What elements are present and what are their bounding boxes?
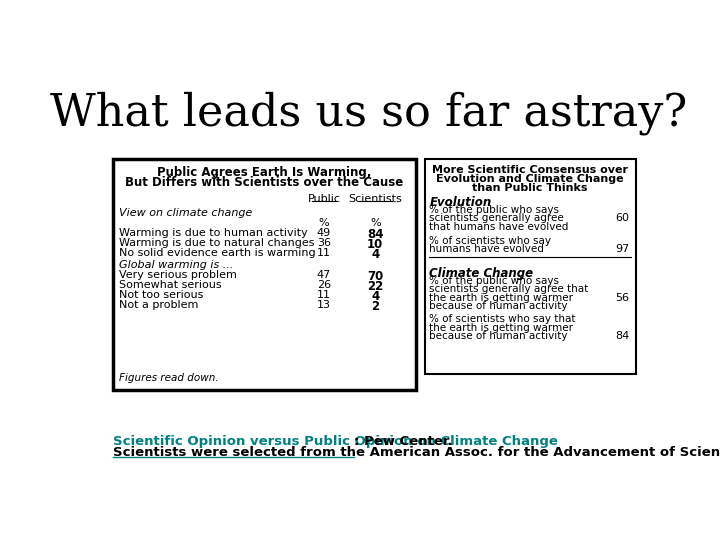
Text: Figures read down.: Figures read down. (120, 373, 219, 383)
Text: 70: 70 (367, 271, 383, 284)
Text: % of scientists who say that: % of scientists who say that (429, 314, 576, 325)
Text: humans have evolved: humans have evolved (429, 244, 544, 254)
Text: %: % (370, 218, 380, 228)
Text: Not a problem: Not a problem (120, 300, 199, 310)
Text: scientists generally agree: scientists generally agree (429, 213, 564, 224)
Text: Public: Public (307, 194, 341, 204)
Text: 97: 97 (615, 244, 629, 254)
Text: 22: 22 (367, 280, 383, 293)
Text: Warming is due to natural changes: Warming is due to natural changes (120, 238, 315, 248)
Text: 10: 10 (367, 238, 383, 251)
Text: More Scientific Consensus over: More Scientific Consensus over (432, 165, 628, 175)
Text: Very serious problem: Very serious problem (120, 271, 238, 280)
Text: % of the public who says: % of the public who says (429, 205, 559, 215)
Text: Scientific Opinion versus Public Opinion on Climate Change: Scientific Opinion versus Public Opinion… (113, 435, 558, 448)
Text: than Public Thinks: than Public Thinks (472, 184, 588, 193)
Text: View on climate change: View on climate change (120, 208, 253, 218)
Text: scientists generally agree that: scientists generally agree that (429, 284, 589, 294)
Text: What leads us so far astray?: What leads us so far astray? (50, 92, 688, 136)
Text: 11: 11 (317, 248, 331, 258)
Text: Public Agrees Earth Is Warming,: Public Agrees Earth Is Warming, (157, 166, 372, 179)
Text: Global warming is ...: Global warming is ... (120, 260, 234, 271)
Text: because of human activity: because of human activity (429, 301, 568, 311)
Text: the earth is getting warmer: the earth is getting warmer (429, 323, 573, 333)
Text: Not too serious: Not too serious (120, 291, 204, 300)
Text: Climate Change: Climate Change (429, 267, 534, 280)
Text: the earth is getting warmer: the earth is getting warmer (429, 293, 573, 303)
Text: % of scientists who say: % of scientists who say (429, 236, 552, 246)
Text: 4: 4 (371, 248, 379, 261)
Text: that humans have evolved: that humans have evolved (429, 222, 569, 232)
Text: 2: 2 (371, 300, 379, 313)
Text: 60: 60 (616, 213, 629, 224)
Text: Scientists were selected from the American Assoc. for the Advancement of Science: Scientists were selected from the Americ… (113, 446, 720, 459)
Text: Warming is due to human activity: Warming is due to human activity (120, 228, 308, 238)
Text: Evolution and Climate Change: Evolution and Climate Change (436, 174, 624, 184)
Text: 56: 56 (616, 293, 629, 303)
Text: Scientists: Scientists (348, 194, 402, 204)
Text: But Differs with Scientists over the Cause: But Differs with Scientists over the Cau… (125, 177, 403, 190)
Text: Evolution: Evolution (429, 195, 492, 208)
Text: 11: 11 (317, 291, 331, 300)
Text: : Pew Center.: : Pew Center. (354, 435, 452, 448)
Text: because of human activity: because of human activity (429, 331, 568, 341)
Text: 26: 26 (317, 280, 331, 291)
Text: 84: 84 (367, 228, 384, 241)
Text: %: % (319, 218, 329, 228)
Text: Somewhat serious: Somewhat serious (120, 280, 222, 291)
Text: 49: 49 (317, 228, 331, 238)
Text: 4: 4 (371, 291, 379, 303)
Text: 13: 13 (317, 300, 331, 310)
Text: 84: 84 (615, 331, 629, 341)
Text: 47: 47 (317, 271, 331, 280)
Text: % of the public who says: % of the public who says (429, 276, 559, 286)
Text: No solid evidence earth is warming: No solid evidence earth is warming (120, 248, 316, 258)
Bar (425, 159, 636, 374)
Text: 36: 36 (317, 238, 331, 248)
Bar (113, 159, 415, 390)
